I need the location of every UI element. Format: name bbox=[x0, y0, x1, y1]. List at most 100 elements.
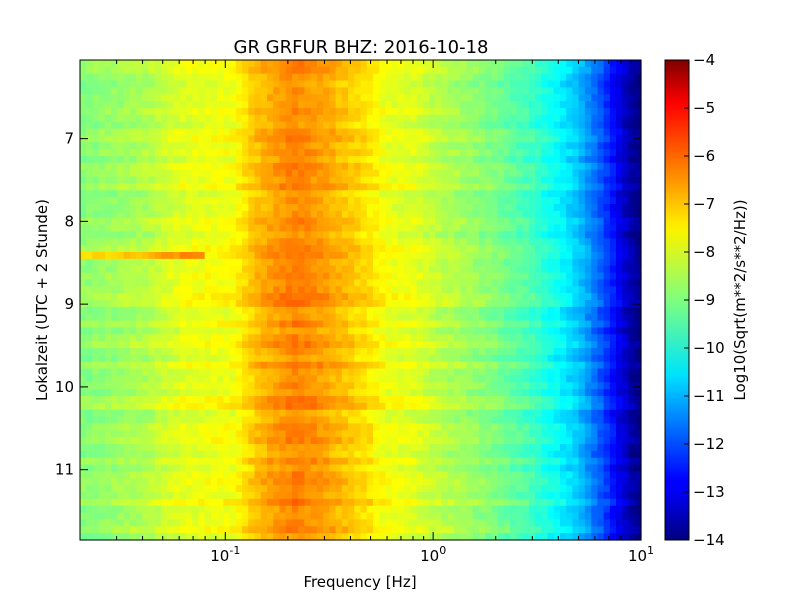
heatmap-cell bbox=[541, 183, 549, 191]
heatmap-cell bbox=[98, 66, 106, 75]
heatmap-cell bbox=[497, 416, 505, 425]
heatmap-cell bbox=[541, 156, 549, 164]
heatmap-cell bbox=[566, 348, 574, 356]
heatmap-cell bbox=[547, 66, 555, 75]
heatmap-cell bbox=[404, 354, 411, 363]
heatmap-cell bbox=[460, 334, 468, 342]
heatmap-cell bbox=[136, 60, 143, 68]
heatmap-cell bbox=[148, 313, 156, 322]
heatmap-cell bbox=[578, 197, 586, 205]
heatmap-cell bbox=[341, 210, 349, 219]
heatmap-cell bbox=[485, 341, 492, 349]
heatmap-cell bbox=[547, 183, 555, 191]
heatmap-cell bbox=[154, 272, 162, 281]
heatmap-cell bbox=[142, 327, 150, 335]
heatmap-cell bbox=[235, 183, 243, 191]
heatmap-cell bbox=[372, 327, 380, 335]
heatmap-cell bbox=[223, 114, 231, 123]
heatmap-cell bbox=[360, 245, 368, 253]
heatmap-cell bbox=[161, 361, 168, 370]
heatmap-cell bbox=[510, 348, 517, 356]
heatmap-cell bbox=[516, 149, 524, 157]
heatmap-cell bbox=[366, 416, 374, 425]
heatmap-cell bbox=[553, 300, 561, 308]
heatmap-cell bbox=[348, 245, 355, 253]
heatmap-cell bbox=[260, 341, 268, 349]
heatmap-cell bbox=[279, 286, 287, 294]
heatmap-cell bbox=[179, 354, 187, 363]
heatmap-cell bbox=[154, 313, 162, 322]
heatmap-cell bbox=[616, 128, 623, 137]
heatmap-cell bbox=[435, 389, 443, 397]
heatmap-cell bbox=[104, 341, 112, 349]
heatmap-cell bbox=[578, 341, 586, 349]
heatmap-cell bbox=[136, 162, 143, 171]
heatmap-cell bbox=[466, 306, 474, 315]
heatmap-cell bbox=[248, 66, 256, 75]
heatmap-cell bbox=[634, 272, 642, 281]
heatmap-cell bbox=[185, 183, 193, 191]
heatmap-cell bbox=[522, 101, 530, 109]
heatmap-cell bbox=[466, 416, 474, 425]
heatmap-cell bbox=[310, 375, 318, 383]
heatmap-cell bbox=[360, 169, 368, 178]
heatmap-cell bbox=[210, 334, 218, 342]
heatmap-cell bbox=[80, 169, 87, 178]
heatmap-cell bbox=[485, 156, 492, 164]
heatmap-cell bbox=[410, 183, 418, 191]
heatmap-cell bbox=[522, 94, 530, 102]
heatmap-cell bbox=[242, 382, 249, 390]
heatmap-cell bbox=[478, 396, 486, 404]
heatmap-cell bbox=[123, 204, 131, 212]
heatmap-cell bbox=[404, 121, 411, 130]
heatmap-cell bbox=[92, 73, 100, 82]
heatmap-cell bbox=[516, 409, 524, 418]
heatmap-cell bbox=[566, 354, 574, 363]
heatmap-cell bbox=[541, 313, 549, 322]
heatmap-cell bbox=[603, 142, 611, 150]
heatmap-cell bbox=[628, 286, 636, 294]
heatmap-cell bbox=[460, 286, 468, 294]
heatmap-cell bbox=[254, 108, 262, 116]
heatmap-cell bbox=[117, 183, 125, 191]
heatmap-cell bbox=[566, 341, 574, 349]
heatmap-cell bbox=[341, 320, 349, 329]
heatmap-cell bbox=[235, 409, 243, 418]
heatmap-cell bbox=[223, 430, 231, 438]
heatmap-cell bbox=[404, 286, 411, 294]
heatmap-cell bbox=[298, 156, 305, 164]
heatmap-cell bbox=[86, 94, 94, 102]
heatmap-cell bbox=[522, 389, 530, 397]
heatmap-cell bbox=[204, 128, 212, 137]
heatmap-cell bbox=[578, 245, 586, 253]
heatmap-cell bbox=[391, 368, 399, 377]
heatmap-cell bbox=[279, 341, 287, 349]
heatmap-cell bbox=[161, 197, 168, 205]
heatmap-cell bbox=[142, 60, 150, 68]
heatmap-cell bbox=[559, 409, 567, 418]
heatmap-cell bbox=[422, 135, 430, 143]
heatmap-cell bbox=[298, 423, 305, 431]
heatmap-cell bbox=[341, 128, 349, 137]
heatmap-cell bbox=[547, 149, 555, 157]
heatmap-cell bbox=[422, 176, 430, 185]
heatmap-cell bbox=[472, 204, 480, 212]
heatmap-cell bbox=[235, 437, 243, 445]
heatmap-cell bbox=[210, 437, 218, 445]
heatmap-cell bbox=[98, 176, 106, 185]
heatmap-cell bbox=[210, 156, 218, 164]
heatmap-cell bbox=[310, 73, 318, 82]
heatmap-cell bbox=[161, 94, 168, 102]
heatmap-cell bbox=[273, 341, 281, 349]
heatmap-cell bbox=[179, 293, 187, 301]
heatmap-cell bbox=[235, 361, 243, 370]
heatmap-cell bbox=[310, 156, 318, 164]
heatmap-cell bbox=[628, 108, 636, 116]
heatmap-cell bbox=[223, 94, 231, 102]
heatmap-cell bbox=[192, 210, 200, 219]
heatmap-cell bbox=[316, 190, 324, 198]
heatmap-cell bbox=[429, 183, 436, 191]
heatmap-cell bbox=[385, 121, 393, 130]
heatmap-cell bbox=[397, 169, 405, 178]
heatmap-cell bbox=[528, 149, 536, 157]
